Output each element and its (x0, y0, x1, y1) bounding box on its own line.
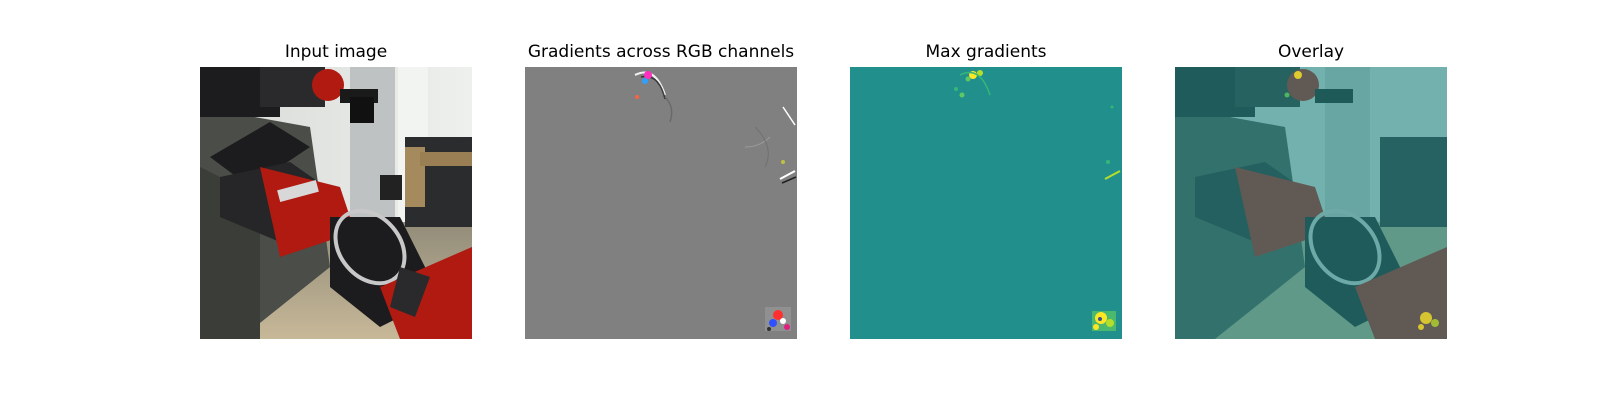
max-gradients-image (850, 67, 1122, 339)
panel-title-input-image: Input image (284, 42, 388, 62)
input-image-photo (200, 67, 472, 339)
panel-max-gradients: Max gradients (850, 0, 1122, 400)
max-gradients-map (850, 67, 1122, 339)
panel-title-overlay: Overlay (1277, 42, 1345, 62)
overlay-composite (1175, 67, 1447, 339)
overlay-image (1175, 67, 1447, 339)
panel-input-image: Input image (200, 0, 472, 400)
gradients-rgb-map (525, 67, 797, 339)
panel-title-max-gradients: Max gradients (925, 42, 1047, 62)
panel-title-gradients-rgb: Gradients across RGB channels (527, 42, 795, 62)
panel-overlay: Overlay (1175, 0, 1447, 400)
panel-gradients-rgb: Gradients across RGB channels (525, 0, 797, 400)
gradients-rgb-image (525, 67, 797, 339)
input-image (200, 67, 472, 339)
